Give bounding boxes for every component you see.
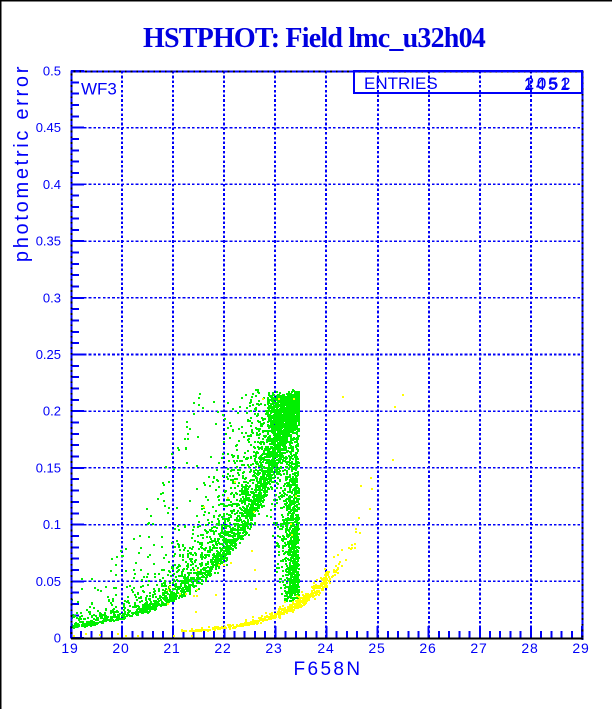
svg-text:0.5: 0.5 (43, 64, 61, 79)
svg-text:23: 23 (265, 640, 282, 656)
svg-text:0.35: 0.35 (36, 234, 61, 249)
svg-text:1451: 1451 (524, 75, 572, 94)
svg-text:photometric error: photometric error (11, 64, 33, 262)
svg-text:F658N: F658N (293, 659, 362, 680)
svg-text:27: 27 (470, 640, 487, 656)
svg-text:0.05: 0.05 (36, 574, 61, 589)
svg-text:0.2: 0.2 (43, 404, 61, 419)
svg-text:2052: 2052 (525, 74, 573, 93)
svg-text:25: 25 (368, 640, 385, 656)
svg-text:WF3: WF3 (81, 80, 117, 99)
svg-text:0.45: 0.45 (36, 120, 61, 135)
svg-text:0.1: 0.1 (43, 517, 61, 532)
svg-text:24: 24 (317, 640, 334, 656)
svg-text:0.15: 0.15 (36, 460, 61, 475)
svg-text:0.4: 0.4 (43, 177, 61, 192)
svg-text:21: 21 (163, 640, 180, 656)
svg-text:0.25: 0.25 (36, 347, 61, 362)
svg-text:28: 28 (521, 640, 538, 656)
svg-text:ENTRIES: ENTRIES (364, 74, 438, 93)
svg-text:HSTPHOT: Field lmc_u32h04: HSTPHOT: Field lmc_u32h04 (143, 23, 486, 54)
svg-text:22: 22 (214, 640, 231, 656)
svg-text:0: 0 (54, 631, 61, 646)
svg-text:0.3: 0.3 (43, 290, 61, 305)
svg-text:19: 19 (61, 640, 78, 656)
svg-text:29: 29 (572, 640, 589, 656)
svg-text:20: 20 (112, 640, 129, 656)
svg-text:26: 26 (419, 640, 436, 656)
